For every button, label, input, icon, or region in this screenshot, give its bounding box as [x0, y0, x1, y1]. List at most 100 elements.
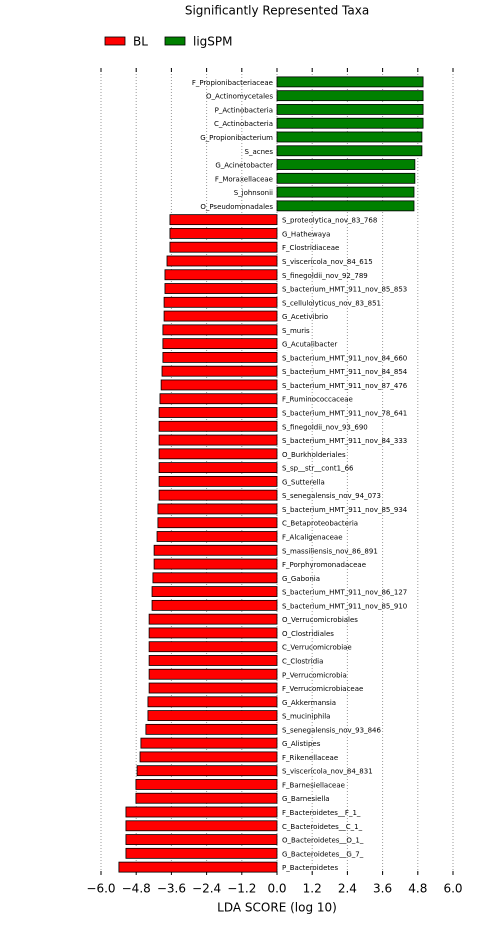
category-label: S_bacterium_HMT_911_nov_84_660 [282, 354, 407, 362]
category-label: O_Clostridiales [282, 630, 334, 638]
bar [158, 462, 278, 474]
category-label: G_Barnesiella [282, 795, 330, 803]
category-label: S_sp__str__cont1_66 [282, 465, 354, 473]
bar [125, 806, 278, 818]
bar [147, 710, 278, 721]
bar [135, 779, 278, 790]
bar [148, 655, 278, 666]
category-label: S_bacterium_HMT_911_nov_86_127 [282, 589, 407, 597]
category-label: S_proteolytica_nov_83_768 [282, 217, 377, 225]
category-label: O_Actinomycetales [206, 93, 273, 101]
category-label: F_Porphyromonadaceae [282, 561, 366, 569]
bar [136, 765, 278, 777]
bar [157, 517, 278, 529]
bar [125, 820, 278, 832]
category-label: C_Actinobacteria [214, 120, 273, 128]
category-label: S_muciniphila [282, 713, 330, 721]
x-tick-label: 6.0 [443, 882, 462, 896]
x-tick-label: −2.4 [192, 882, 221, 896]
x-tick-label: 2.4 [338, 882, 357, 896]
category-label: O_Burkholderiales [282, 451, 346, 459]
category-label: S_bacterium_HMT_911_nov_85_910 [282, 602, 407, 610]
category-label: G_Propionibacterium [200, 134, 273, 142]
category-label: G_Acetivibrio [282, 313, 328, 321]
bar [157, 503, 278, 515]
legend-swatch [104, 36, 126, 46]
bar [163, 310, 278, 322]
category-label: S_massiliensis_nov_86_891 [282, 547, 378, 555]
bar [140, 737, 278, 749]
bar [169, 228, 278, 239]
x-tick-label: −1.2 [227, 882, 256, 896]
category-label: S_bacterium_HMT_911_nov_85_853 [282, 286, 407, 294]
bar [156, 531, 278, 542]
bar [153, 558, 278, 570]
bar [148, 613, 278, 625]
category-label: F_Clostridiaceae [282, 244, 339, 252]
category-label: F_Verrucomicrobiaceae [282, 685, 363, 693]
category-label: S_johnsonii [234, 189, 273, 197]
category-label: S_acnes [245, 148, 274, 156]
legend-label: BL [133, 35, 148, 49]
category-label: F_Bacteroidetes__F_1_ [282, 809, 361, 817]
bar [147, 696, 278, 708]
x-axis-label: LDA SCORE (log 10) [217, 901, 337, 915]
category-label: S_senegalensis_nov_93_846 [282, 726, 381, 734]
bar [148, 682, 278, 694]
bar [158, 407, 278, 418]
bar [162, 338, 278, 350]
category-label: S_viscericola_nov_84_615 [282, 258, 373, 266]
category-label: S_viscericola_nov_84_831 [282, 768, 373, 776]
bar [276, 200, 415, 212]
category-label: G_Acutalibacter [282, 341, 337, 349]
bar [158, 434, 278, 446]
bar [125, 834, 278, 845]
bar [276, 117, 424, 129]
bar [148, 627, 278, 639]
x-tick-label: 0.0 [267, 882, 286, 896]
bar [152, 572, 278, 584]
legend-label: ligSPM [193, 35, 233, 49]
bar [139, 751, 278, 763]
category-label: S_finegoldii_nov_93_690 [282, 423, 368, 431]
category-label: F_Alcaligenaceae [282, 533, 343, 541]
category-label: P_Verrucomicrobia [282, 671, 347, 679]
bar [169, 241, 278, 253]
category-label: S_bacterium_HMT_911_nov_78_641 [282, 410, 407, 418]
category-label: G_Bacteroidetes__G_7_ [282, 850, 364, 858]
category-label: F_Propionibacteriaceae [192, 79, 273, 87]
category-label: C_Bacteroidetes__C_1_ [282, 823, 363, 831]
bar [169, 214, 278, 226]
category-label: F_Moraxellaceae [215, 175, 273, 183]
bar [118, 861, 278, 873]
category-label: O_Pseudomonadales [200, 203, 273, 211]
bar [148, 641, 278, 653]
bar [276, 172, 416, 184]
category-label: S_bacterium_HMT_911_nov_87_476 [282, 382, 408, 390]
bar [276, 159, 416, 170]
category-label: S_finegoldii_nov_92_789 [282, 272, 368, 280]
bar [135, 792, 278, 804]
chart-title: Significantly Represented Taxa [185, 4, 369, 18]
category-label: F_Barnesiellaceae [282, 781, 345, 789]
bar [153, 544, 278, 556]
bar [125, 847, 278, 859]
category-label: G_Sutterella [282, 478, 325, 486]
category-label: F_Rikenellaceae [282, 754, 338, 762]
category-label: S_bacterium_HMT_911_nov_84_854 [282, 368, 408, 376]
category-label: G_Alistipes [282, 740, 321, 748]
x-tick-label: −4.8 [122, 882, 151, 896]
category-label: O_Bacteroidetes__O_1_ [282, 837, 364, 845]
bar [276, 186, 415, 198]
x-tick-label: −6.0 [86, 882, 115, 896]
bar [158, 448, 278, 460]
category-label: P_Actinobacteria [215, 106, 273, 114]
category-label: G_Akkermansia [282, 699, 336, 707]
category-label: P_Bacteroidetes [282, 864, 338, 872]
category-label: C_Clostridia [282, 657, 323, 665]
x-tick-label: 3.6 [373, 882, 392, 896]
bar [276, 104, 424, 115]
category-label: S_bacterium_HMT_911_nov_85_934 [282, 506, 408, 514]
bar [148, 668, 278, 680]
